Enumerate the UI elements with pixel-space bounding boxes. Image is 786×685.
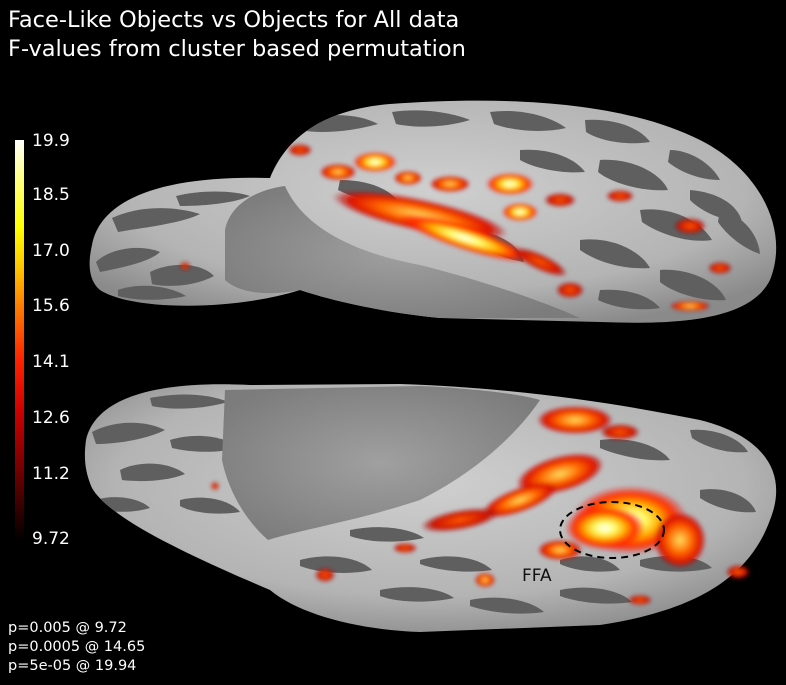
colorbar-tick: 9.72: [32, 529, 70, 549]
pvalue-line: p=0.0005 @ 14.65: [8, 639, 146, 655]
upper-hemisphere: [89, 100, 777, 323]
ffa-label: FFA: [522, 566, 552, 586]
colorbar-tick: 17.0: [32, 241, 70, 261]
colorbar-tick: 15.6: [32, 296, 70, 316]
title-line-2: F-values from cluster based permutation: [8, 36, 466, 62]
pvalue-line: p=5e-05 @ 19.94: [8, 658, 137, 674]
colorbar: [15, 140, 24, 540]
colorbar-tick: 11.2: [32, 464, 70, 484]
pvalue-line: p=0.005 @ 9.72: [8, 620, 127, 636]
colorbar-tick: 14.1: [32, 352, 70, 372]
lower-hemisphere: [84, 384, 777, 632]
ffa-outline: [559, 501, 665, 559]
colorbar-tick: 12.6: [32, 408, 70, 428]
colorbar-tick: 18.5: [32, 185, 70, 205]
title-line-1: Face-Like Objects vs Objects for All dat…: [8, 7, 460, 33]
pvalue-thresholds: p=0.005 @ 9.72 p=0.0005 @ 14.65 p=5e-05 …: [8, 619, 145, 676]
figure-title: Face-Like Objects vs Objects for All dat…: [8, 6, 466, 64]
colorbar-tick: 19.9: [32, 131, 70, 151]
